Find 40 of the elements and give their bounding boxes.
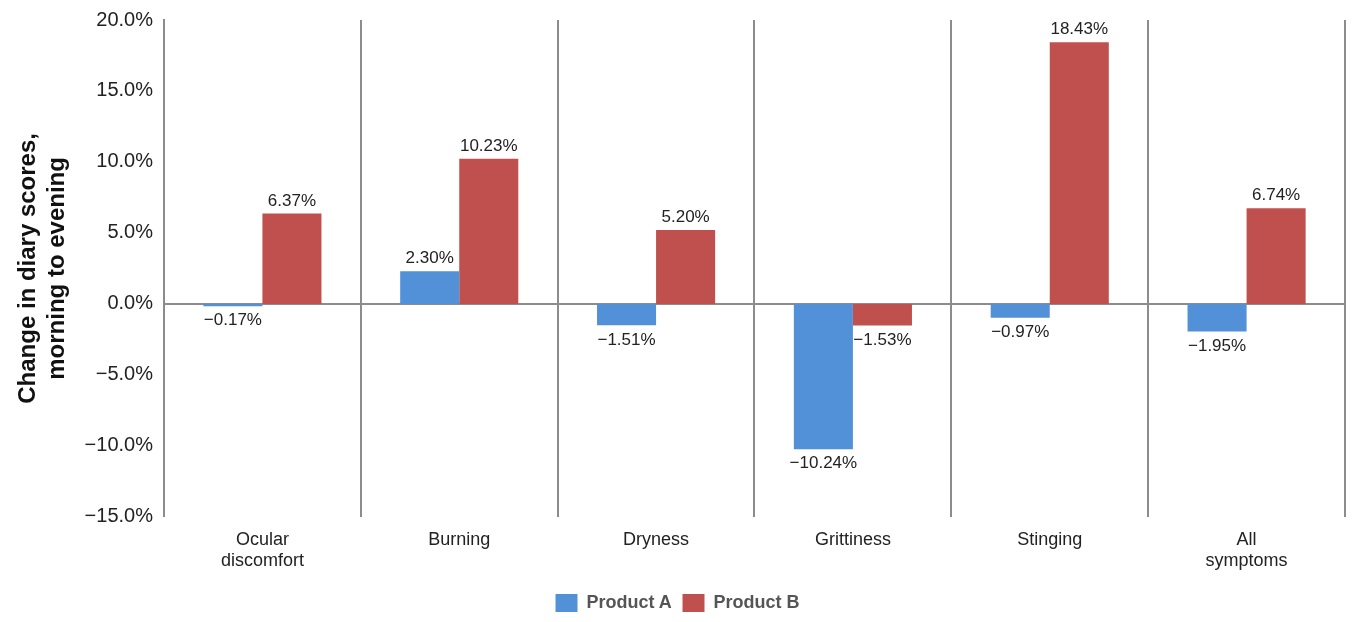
y-tick-label: 15.0% xyxy=(96,78,154,101)
y-tick-label: −5.0% xyxy=(95,362,154,385)
x-tick-label: Grittiness xyxy=(814,528,891,549)
legend-label: Product A xyxy=(586,591,672,612)
data-label: −1.53% xyxy=(853,329,912,349)
legend-label: Product B xyxy=(713,591,800,612)
x-tick-label: Stinging xyxy=(1017,528,1083,549)
x-tick-label: Burning xyxy=(428,528,491,549)
y-tick-label: 5.0% xyxy=(107,220,154,243)
data-label: 6.74% xyxy=(1252,185,1301,205)
bar xyxy=(262,213,322,304)
bar xyxy=(400,271,460,304)
y-axis-title: Change in diary scores, morning to evening xyxy=(13,133,69,404)
data-label: −1.95% xyxy=(1187,335,1247,355)
x-tick-label: Ocular discomfort xyxy=(220,528,304,571)
y-tick-label: −10.0% xyxy=(84,433,154,456)
y-tick-label: 10.0% xyxy=(96,149,154,172)
data-label: 18.43% xyxy=(1050,19,1109,39)
bar xyxy=(656,230,716,304)
data-label: −1.51% xyxy=(597,329,656,349)
data-label: 5.20% xyxy=(661,207,710,227)
x-tick-label: All symptoms xyxy=(1205,528,1288,571)
data-label: −10.24% xyxy=(789,453,858,473)
data-label: 10.23% xyxy=(459,135,518,155)
bar xyxy=(1187,303,1247,332)
bar xyxy=(597,303,657,326)
x-tick-label: Dryness xyxy=(623,528,690,549)
bar xyxy=(459,158,519,304)
bar xyxy=(793,303,853,450)
data-label: −0.97% xyxy=(991,321,1050,341)
data-label: 6.37% xyxy=(267,190,317,210)
data-label: 2.30% xyxy=(405,248,454,268)
y-tick-label: −15.0% xyxy=(84,504,154,527)
bar xyxy=(1246,208,1306,304)
bar xyxy=(852,303,912,326)
y-tick-label: 0.0% xyxy=(107,291,154,314)
bar xyxy=(990,303,1050,318)
data-label: −0.17% xyxy=(203,310,262,330)
bar xyxy=(1049,42,1109,304)
y-tick-label: 20.0% xyxy=(96,7,154,30)
